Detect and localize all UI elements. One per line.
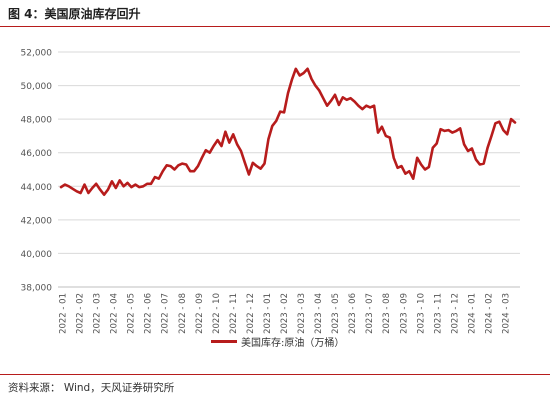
x-tick-label: 2023 - 08: [382, 293, 392, 334]
x-tick-label: 2023 - 09: [399, 293, 409, 334]
x-tick-label: 2023 - 02: [280, 293, 290, 334]
x-tick-label: 2022 - 09: [195, 293, 205, 334]
x-tick-label: 2023 - 05: [331, 293, 341, 334]
y-tick-label: 38,000: [21, 284, 53, 294]
title-divider: [0, 26, 550, 27]
x-tick-label: 2023 - 06: [348, 293, 358, 334]
y-tick-label: 48,000: [21, 116, 53, 126]
x-tick-label: 2022 - 05: [127, 293, 137, 334]
y-tick-label: 44,000: [21, 183, 53, 193]
x-tick-label: 2023 - 10: [416, 293, 426, 334]
y-tick-label: 42,000: [21, 216, 53, 226]
x-tick-label: 2023 - 12: [450, 293, 460, 334]
y-tick-label: 46,000: [21, 149, 53, 159]
figure-title: 图 4：美国原油库存回升: [8, 7, 141, 21]
y-axis-ticks: 38,000 40,000 42,000 44,000 46,000 48,000 50,0…: [21, 49, 53, 294]
x-tick-label: 2023 - 11: [433, 293, 443, 334]
x-tick-label: 2023 - 04: [314, 293, 324, 334]
x-tick-label: 2022 - 08: [178, 293, 188, 334]
x-tick-label: 2022 - 11: [229, 293, 239, 334]
legend-label: 美国库存:原油（万桶）: [241, 338, 345, 349]
x-tick-label: 2022 - 01: [59, 293, 69, 334]
x-tick-label: 2022 - 07: [161, 293, 171, 334]
y-tick-label: 40,000: [21, 250, 53, 260]
x-axis-ticks: 2022 - 01 2022 - 02 2022 - 03 2022 - 04 2022…: [59, 293, 512, 334]
x-tick-label: 2022 - 02: [76, 293, 86, 334]
x-tick-label: 2022 - 06: [144, 293, 154, 334]
y-tick-label: 52,000: [21, 49, 53, 59]
source-note: 资料来源： Wind，天风证券研究所: [8, 382, 175, 394]
legend: 美国库存:原油（万桶）: [211, 334, 344, 349]
x-tick-label: 2023 - 01: [263, 293, 273, 334]
x-tick-label: 2024 - 01: [467, 293, 477, 334]
series-line-crude-inventory: [59, 67, 517, 196]
x-tick-label: 2022 - 04: [110, 293, 120, 334]
x-tick-label: 2022 - 03: [93, 293, 103, 334]
x-tick-label: 2023 - 07: [365, 293, 375, 334]
x-tick-label: 2022 - 12: [246, 293, 256, 334]
y-tick-label: 50,000: [21, 82, 53, 92]
x-tick-label: 2023 - 03: [297, 293, 307, 334]
x-tick-label: 2024 - 03: [502, 293, 512, 334]
source-divider: [0, 374, 550, 375]
x-tick-label: 2024 - 02: [484, 293, 494, 334]
x-tick-label: 2022 - 10: [212, 293, 222, 334]
series-layer: [59, 67, 517, 196]
legend-swatch: [211, 340, 237, 343]
